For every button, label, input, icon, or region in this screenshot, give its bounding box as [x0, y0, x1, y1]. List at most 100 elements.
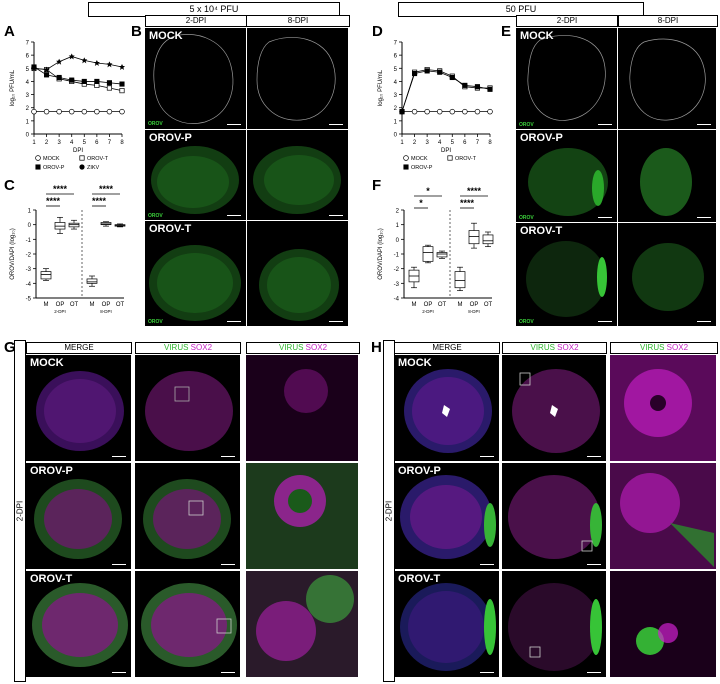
y-tick-label: 1 [26, 119, 30, 125]
y-tick-label: 2 [396, 209, 400, 215]
scale-bar [329, 124, 343, 125]
x-tick-label: 6 [95, 140, 99, 146]
data-point [93, 60, 100, 67]
data-point [106, 61, 113, 68]
tile-b-mock-8dpi: OROV [247, 28, 348, 129]
tile-h-orovp-virus [502, 463, 606, 569]
x-tick-label: M [44, 302, 49, 308]
scale-bar [587, 672, 601, 673]
scale-bar [112, 564, 126, 565]
data-point [81, 57, 88, 64]
y-tick-label: -1 [394, 253, 400, 259]
y-tick-label: 2 [26, 106, 30, 112]
x-tick-label: 3 [57, 140, 61, 146]
data-point [487, 108, 493, 115]
y-tick-label: 7 [26, 41, 30, 47]
y-tick-label: 6 [26, 54, 30, 60]
channel-label: OROV [148, 319, 163, 325]
data-point [56, 58, 63, 65]
data-point [462, 82, 468, 88]
row-label-orovt: OROV-T [149, 223, 192, 235]
significance-label: **** [99, 184, 114, 194]
row-label-orovt: OROV-T [520, 225, 563, 237]
x-axis-label: DPI [441, 148, 451, 154]
data-point [43, 108, 50, 115]
y-tick-label: 1 [394, 119, 398, 125]
legend-marker [35, 164, 41, 170]
x-axis-label: DPI [73, 148, 83, 154]
legend-marker [79, 155, 85, 161]
panel-label-g: G [4, 339, 16, 356]
group-label: 2-DPI [54, 309, 66, 314]
box [468, 230, 480, 245]
data-point [474, 84, 480, 90]
y-tick-label: -3 [26, 267, 32, 273]
legend-marker [403, 155, 409, 161]
x-tick-label: 4 [70, 140, 74, 146]
scale-bar [112, 672, 126, 673]
chart-f: -4 -3 -2 -1 0 1 2 OROV/DAPI (log₁₀) M OP OT M OP OT 2-… [378, 186, 494, 314]
tile-h-mock-zoom [610, 355, 716, 461]
panel-label-d: D [372, 23, 383, 40]
tile-h-orovt-virus [502, 571, 606, 677]
x-tick-label: OP [102, 302, 111, 308]
row-label-mock: MOCK [520, 30, 554, 42]
virus-label: VIRUS [639, 343, 665, 352]
side-label-g: 2-DPI [14, 340, 26, 682]
x-tick-label: M [90, 302, 95, 308]
tile-g-orovt-merge: OROV-T [26, 571, 131, 677]
y-tick-label: 3 [26, 93, 30, 99]
data-point [449, 108, 456, 115]
box [86, 278, 98, 284]
scale-bar [697, 217, 711, 218]
tile-h-orovt-zoom [610, 571, 716, 677]
y-tick-label: 6 [394, 54, 398, 60]
scale-bar [227, 124, 241, 125]
data-point [412, 70, 418, 77]
scale-bar [697, 124, 711, 125]
y-tick-label: -2 [394, 267, 400, 273]
tile-e-orovt-8dpi [618, 223, 716, 326]
x-tick-label: 5 [83, 140, 87, 146]
x-tick-label: M [412, 302, 417, 308]
y-tick-label: 1 [396, 223, 400, 229]
tile-b-orovt-8dpi [247, 221, 348, 326]
x-tick-label: OT [438, 302, 447, 308]
data-point [81, 108, 88, 115]
data-point [106, 80, 112, 86]
legend-label: MOCK [411, 156, 428, 162]
data-point [68, 108, 75, 115]
panel-label-a: A [4, 23, 15, 40]
x-tick-label: 3 [425, 140, 429, 146]
y-tick-label: -5 [26, 297, 32, 303]
row-label-orovp: OROV-P [398, 465, 441, 477]
scale-bar [221, 456, 235, 457]
significance-label: * [426, 186, 430, 196]
col-head-h-merge: MERGE [394, 342, 500, 354]
col-head-e-2dpi: 2-DPI [516, 15, 618, 27]
legend-label: OROV-P [43, 165, 65, 171]
y-tick-label: 1 [28, 209, 32, 215]
tile-h-orovp-zoom [610, 463, 716, 569]
data-point [399, 109, 405, 115]
data-point [119, 108, 125, 115]
data-point [119, 81, 125, 87]
x-tick-label: 7 [108, 140, 112, 146]
tile-h-mock-merge: MOCK [394, 355, 499, 461]
tile-g-orovt-zoom [246, 571, 358, 677]
legend-label: MOCK [43, 156, 60, 162]
tile-h-mock-virus [502, 355, 606, 461]
panel-label-h: H [371, 339, 382, 356]
x-tick-label: OT [70, 302, 79, 308]
col-head-e-8dpi: 8-DPI [618, 15, 718, 27]
row-label-orovt: OROV-T [398, 573, 441, 585]
data-point [449, 74, 455, 81]
scale-bar [480, 564, 494, 565]
data-point [474, 108, 481, 115]
sox2-label: SOX2 [305, 343, 328, 352]
tile-e-orovt-2dpi: OROV-T OROV [516, 223, 617, 326]
scale-bar [587, 456, 601, 457]
data-point [424, 108, 430, 115]
tile-g-orovp-merge: OROV-P [26, 463, 131, 569]
x-tick-label: 8 [120, 140, 124, 146]
